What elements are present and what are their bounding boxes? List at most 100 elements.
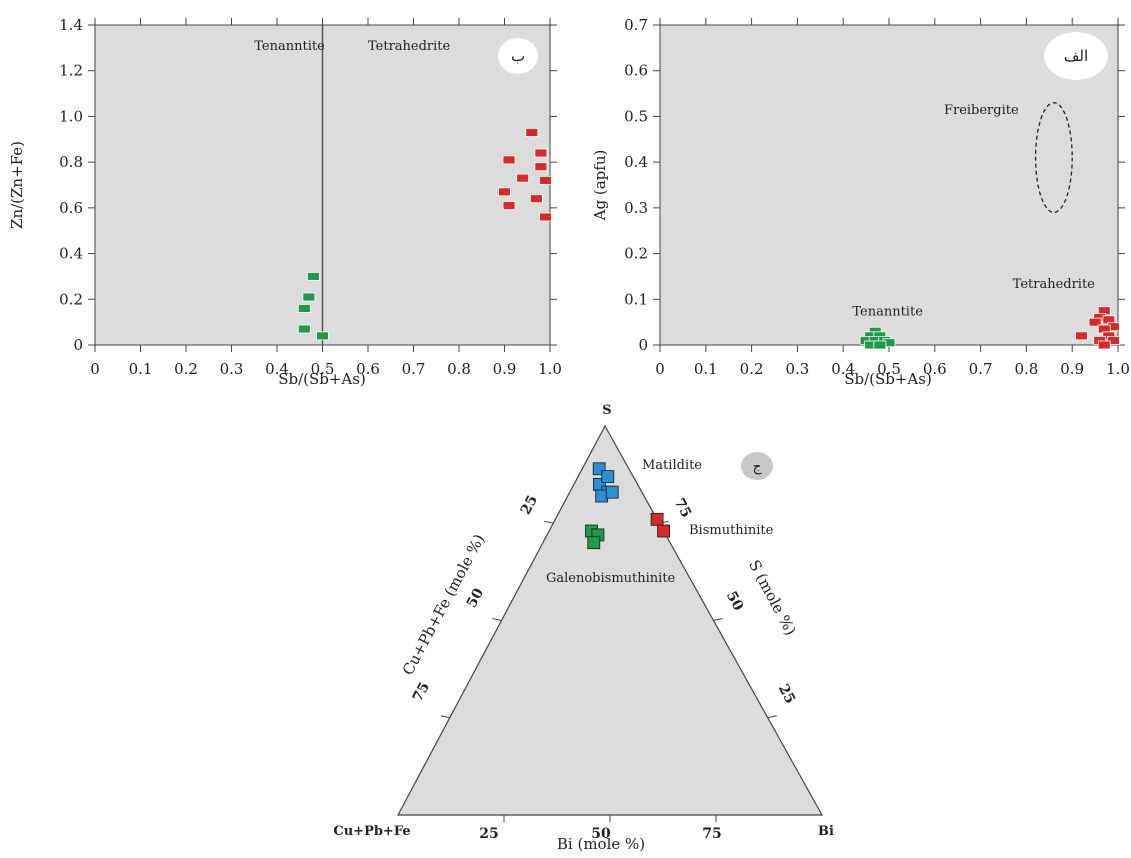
ternary-triangle [397,424,824,816]
right-tick-label-50: 50 [723,589,746,614]
y-tick-label: 0.2 [59,290,83,308]
y-tick-label: 0.5 [624,107,648,125]
y-tick-label: 0.2 [624,245,648,263]
tick-marks [653,18,1125,352]
data-point [302,292,316,302]
x-tick-label: 0.7 [969,360,993,378]
left-edge-tick [440,715,450,719]
annotation-label: Freibergite [944,103,1019,118]
left-tick-label-50: 50 [464,586,487,611]
x-tick-label: 0.6 [356,360,380,378]
x-tick-label: 0.4 [265,360,289,378]
data-point [1107,336,1120,345]
y-tick-label: 1.2 [59,62,83,80]
right-axis-label: S (mole %) [745,557,800,638]
x-tick-label: 0.5 [877,360,901,378]
data-point [539,176,552,185]
left-edge-tick [544,520,554,524]
panel-a-ag-chart: 0 0.1 0.2 0.3 0.4 0.5 0.6 0.7 0.8 0.9 1.0 00.10.20… [591,16,1130,388]
x-tick-label: 0.8 [1014,360,1038,378]
panel-b-zn-ratio-chart: 0 0.1 0.2 0.3 0.4 0.5 0.6 0.7 0.8 0.9 1.0 00.20.40… [8,16,562,388]
data-point [1074,331,1088,341]
panel-label: ب [511,47,525,65]
right-edge-tick [767,715,777,719]
x-tick-label: 0.1 [129,360,153,378]
data-point [502,155,516,165]
y-tick-label: 0 [638,336,648,354]
data-point [297,324,311,334]
data-point [605,485,619,499]
data-point [534,162,548,172]
x-tick-label: 0.2 [740,360,764,378]
y-tick-label: 0.8 [59,153,83,171]
left-edge-tick [492,618,502,621]
y-tick-label: 0.1 [624,290,648,308]
x-tick-label: 0.5 [311,360,335,378]
bottom-tick-label-75: 75 [702,826,721,842]
panel-label: الف [1064,47,1088,65]
x-tick-label: 0.7 [402,360,426,378]
right-tick-label-75: 75 [671,496,694,521]
corner-label-right: Bi [818,824,834,839]
data-point [525,128,539,137]
data-point [539,212,552,222]
x-tick-label: 1.0 [1106,360,1130,378]
y-tick-label: 0.4 [59,245,83,263]
corner-label-left: Cu+Pb+Fe [333,824,410,839]
panel-label-badge [498,38,538,74]
bottom-tick-label-25: 25 [479,826,498,842]
field-label-matildite: Matildite [642,458,702,473]
plot-area [659,24,1119,346]
panel-label-badge [741,452,773,480]
y-tick-label: 1.0 [59,107,83,125]
data-points [585,462,670,550]
field-label-galenobismuthinite: Galenobismuthinite [546,571,676,586]
right-edge-tick [713,618,723,621]
tick-marks [88,18,557,352]
x-tick-label: 0.1 [694,360,718,378]
x-tick-label: 0.6 [923,360,947,378]
panel-label: ج [752,459,762,475]
annotation-label: Tetrahedrite [1013,277,1096,292]
field-label-bismuthinite: Bismuthinite [689,523,774,538]
annotations: Tenanntite Tetrahedrite [254,39,450,54]
x-axis-label: Sb/(Sb+As) [844,370,932,388]
x-tick-label: 0.8 [447,360,471,378]
x-axis-label: Sb/(Sb+As) [278,370,366,388]
y-tick-label: 0.6 [624,62,648,80]
data-points [297,128,552,341]
freibergite-field [1034,102,1073,214]
bottom-tick-label-50: 50 [591,826,611,842]
panel-c-ternary-chart: S Cu+Pb+Fe Bi 25 50 75 25 50 75 75 50 25… [333,403,834,853]
y-tick-label: 0 [73,336,83,354]
annotation-label: Tenanntite [254,39,325,54]
x-tick-labels: 0 0.1 0.2 0.3 0.4 0.5 0.6 0.7 0.8 0.9 1.0 [655,360,1130,378]
annotation-label: Tenanntite [852,304,923,319]
data-point [502,201,516,210]
data-point [297,304,311,313]
y-tick-labels: 0 0.2 0.4 0.6 0.8 1.0 1.2 1.4 [59,16,83,354]
x-tick-label: 0.9 [1060,360,1084,378]
data-point [534,148,548,158]
x-tick-label: 0.2 [174,360,198,378]
y-tick-label: 1.4 [59,16,83,34]
x-tick-label: 1.0 [538,360,562,378]
data-point [516,173,530,183]
x-tick-labels: 0 0.1 0.2 0.3 0.4 0.5 0.6 0.7 0.8 0.9 1.0 [90,360,562,378]
data-point [316,331,329,341]
y-axis-label: Zn/(Zn+Fe) [8,141,26,229]
left-tick-label-75: 75 [410,680,433,705]
data-point [650,512,664,526]
y-tick-label: 0.6 [59,199,83,217]
y-axis-label: Ag (apfu) [591,150,609,222]
right-tick-label-25: 25 [775,682,798,707]
data-point [306,272,320,281]
corner-label-top: S [602,403,611,418]
panel-label-badge [1044,32,1108,80]
data-points [859,306,1120,350]
data-point [601,470,615,483]
x-tick-label: 0.3 [785,360,809,378]
y-tick-label: 0.4 [624,153,648,171]
